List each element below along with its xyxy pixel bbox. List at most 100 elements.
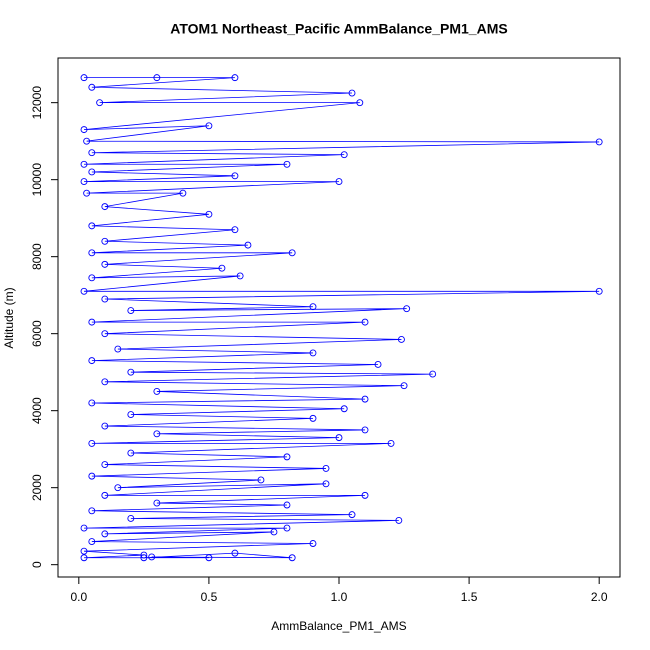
data-line [83, 77, 600, 559]
y-tick-label: 2000 [30, 474, 44, 501]
data-point [283, 453, 291, 461]
data-point [205, 210, 213, 218]
y-tick-label: 6000 [30, 320, 44, 347]
data-point [80, 524, 88, 532]
data-point [283, 160, 291, 168]
data-point [309, 303, 317, 311]
data-point [88, 274, 96, 282]
data-point [270, 528, 278, 536]
x-axis-label: AmmBalance_PM1_AMS [271, 619, 406, 633]
data-point [595, 138, 603, 146]
data-point [88, 222, 96, 230]
data-point [101, 461, 109, 469]
data-point [101, 530, 109, 538]
data-point [374, 361, 382, 368]
y-tick-label: 8000 [30, 243, 44, 270]
data-point [179, 189, 187, 197]
data-point [101, 378, 109, 386]
data-point [88, 399, 96, 407]
x-tick-label: 0.0 [70, 590, 87, 604]
x-tick-label: 2.0 [591, 590, 608, 604]
data-point [397, 335, 405, 343]
data-point [309, 349, 317, 357]
data-point [101, 237, 109, 245]
data-point [283, 524, 291, 532]
data-point [153, 430, 161, 438]
data-point [140, 554, 148, 562]
y-tick-label: 0 [30, 561, 44, 568]
data-point [283, 501, 291, 509]
data-point [361, 426, 369, 434]
data-point [88, 507, 96, 515]
data-point [96, 99, 104, 107]
data-point [101, 422, 109, 430]
data-point [288, 554, 296, 562]
x-tick-label: 1.0 [331, 590, 348, 604]
data-point [340, 151, 348, 159]
data-point [101, 295, 109, 303]
data-point [205, 554, 213, 562]
data-point [257, 476, 265, 484]
data-point [88, 318, 96, 326]
data-point [322, 464, 330, 472]
data-point [309, 414, 317, 422]
data-point [80, 178, 88, 186]
data-point [356, 99, 364, 107]
data-point [101, 491, 109, 499]
data-point [403, 305, 411, 313]
data-point [153, 499, 161, 507]
data-point [153, 74, 161, 82]
data-point [595, 287, 603, 295]
data-point [395, 516, 403, 524]
data-point [127, 449, 135, 457]
data-point [348, 511, 356, 519]
y-tick-label: 12000 [30, 86, 44, 120]
data-point [218, 264, 226, 272]
data-point [335, 178, 343, 186]
data-point [387, 439, 395, 447]
data-point [148, 553, 156, 561]
data-point [88, 83, 96, 91]
data-point [361, 491, 369, 499]
data-point [231, 74, 239, 82]
data-point [361, 395, 369, 403]
data-point [80, 74, 88, 82]
x-tick-label: 0.5 [201, 590, 218, 604]
data-point [309, 540, 317, 547]
y-axis-label: Altitude (m) [2, 287, 16, 348]
chart-title: ATOM1 Northeast_Pacific AmmBalance_PM1_A… [170, 21, 507, 37]
data-point [400, 382, 408, 390]
data-point [244, 241, 252, 249]
data-point [361, 318, 369, 326]
data-point [127, 515, 135, 522]
data-point [140, 551, 148, 559]
data-point [88, 357, 96, 365]
data-point [88, 472, 96, 480]
data-point [88, 249, 96, 257]
data-point [114, 484, 122, 492]
data-point [231, 172, 239, 180]
data-point [88, 439, 96, 447]
data-point [231, 226, 239, 234]
x-tick-label: 1.5 [461, 590, 478, 604]
data-point [80, 547, 88, 555]
data-point [80, 554, 88, 562]
data-point [205, 122, 213, 130]
plot-frame [57, 57, 621, 578]
data-point [101, 203, 109, 211]
data-point [335, 434, 343, 442]
data-point [127, 307, 135, 315]
data-point [101, 330, 109, 338]
data-point [348, 89, 356, 97]
data-point [80, 160, 88, 168]
y-tick-label: 10000 [30, 163, 44, 197]
data-point [340, 405, 348, 413]
data-point [101, 260, 109, 268]
data-point [88, 168, 96, 176]
data-point [114, 345, 122, 353]
data-point [236, 272, 244, 280]
data-point [153, 387, 161, 395]
data-point [322, 480, 330, 488]
data-point [288, 249, 296, 257]
